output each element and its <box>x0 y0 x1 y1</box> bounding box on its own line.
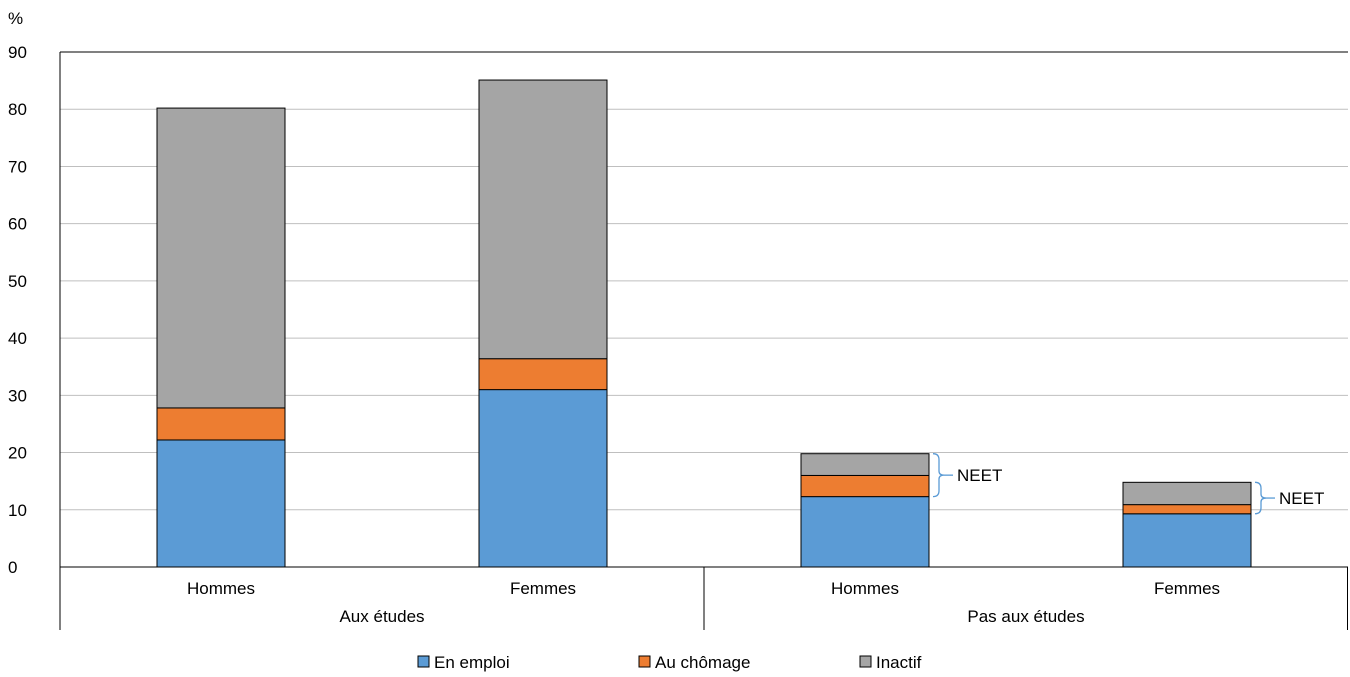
x-category-label: Hommes <box>831 579 899 598</box>
bar-segment <box>478 79 608 360</box>
neet-annotations: NEET NEET <box>932 453 1324 515</box>
x-category-label: Femmes <box>1154 579 1220 598</box>
x-group-label: Aux études <box>339 607 424 626</box>
y-tick-label: 60 <box>8 215 27 234</box>
y-tick-label: 20 <box>8 444 27 463</box>
y-tick-label: 0 <box>8 558 17 577</box>
legend-swatch <box>859 655 872 668</box>
bar-segment <box>800 496 930 568</box>
legend: En emploi Au chômage Inactif <box>417 653 922 672</box>
y-tick-label: 40 <box>8 329 27 348</box>
bars <box>156 79 1252 568</box>
neet-bracket <box>932 453 945 498</box>
bar-segment <box>156 439 286 568</box>
legend-swatch <box>638 655 651 668</box>
y-tick-label: 70 <box>8 157 27 176</box>
y-tick-label: 90 <box>8 43 27 62</box>
y-tick-label: 80 <box>8 100 27 119</box>
y-tick-label: 10 <box>8 501 27 520</box>
x-category-label: Hommes <box>187 579 255 598</box>
y-axis-ticks: 0 10 20 30 40 50 60 70 80 90 <box>8 43 27 577</box>
bar-segment <box>800 474 930 498</box>
bar-segment <box>156 107 286 409</box>
bar-segment <box>800 453 930 476</box>
x-category-label: Femmes <box>510 579 576 598</box>
bar-segment <box>1122 481 1252 506</box>
y-tick-label: 30 <box>8 386 27 405</box>
legend-label: Inactif <box>876 653 922 672</box>
neet-bracket <box>1254 481 1267 515</box>
y-tick-label: 50 <box>8 272 27 291</box>
y-axis-unit-label: % <box>8 9 23 28</box>
bar-segment <box>478 358 608 391</box>
neet-label: NEET <box>1279 489 1324 508</box>
x-group-label: Pas aux études <box>967 607 1084 626</box>
bar-segment <box>156 407 286 441</box>
legend-label: Au chômage <box>655 653 750 672</box>
x-axis: Hommes Femmes Hommes Femmes Aux études Pas au… <box>59 566 1348 630</box>
bar-segment <box>478 389 608 568</box>
legend-swatch <box>417 655 430 668</box>
bar-segment <box>1122 513 1252 568</box>
bar-segment <box>1122 504 1252 515</box>
legend-label: En emploi <box>434 653 510 672</box>
neet-label: NEET <box>957 466 1002 485</box>
